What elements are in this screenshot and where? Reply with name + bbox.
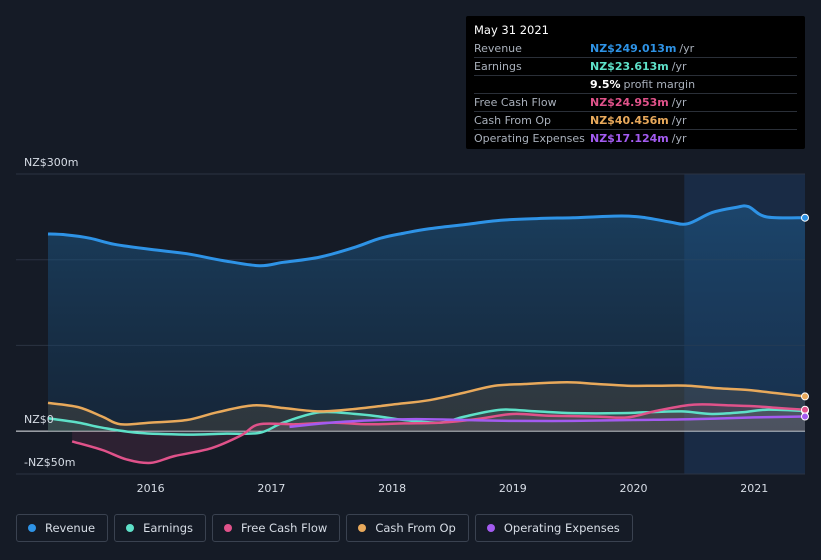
series-lines xyxy=(47,204,806,465)
x-tick-label: 2017 xyxy=(257,482,285,495)
legend-dot-icon xyxy=(358,524,367,532)
cash-from-op-area xyxy=(48,382,805,432)
tooltip-row-unit: /yr xyxy=(671,96,687,109)
tooltip-row-unit: /yr xyxy=(679,42,695,55)
revenue-endpoint xyxy=(801,213,809,222)
legend-dot-icon xyxy=(224,524,232,532)
free-cash-flow-endpoint xyxy=(801,405,809,414)
cash-from-op-endpoint xyxy=(801,392,809,401)
series-fills xyxy=(48,205,806,463)
x-tick-label: 2020 xyxy=(620,482,648,495)
earnings-area xyxy=(48,409,805,435)
legend-label: Operating Expenses xyxy=(503,521,620,535)
y-label-bottom: -NZ$50m xyxy=(24,456,75,469)
legend-dot-icon xyxy=(28,524,36,532)
x-tick-label: 2016 xyxy=(137,482,165,495)
tooltip: May 31 2021 Revenue NZ$249.013m/yr Earning… xyxy=(466,16,805,149)
x-axis-ticks: 2016 2017 2018 2019 2020 2021 xyxy=(137,482,769,495)
tooltip-row-value: NZ$17.124m xyxy=(590,132,669,145)
tooltip-row: Revenue NZ$249.013m/yr xyxy=(474,40,797,57)
tooltip-row-value: 9.5% xyxy=(590,78,621,91)
tooltip-row-unit: /yr xyxy=(671,114,687,127)
cash-from-op-line xyxy=(47,381,806,426)
earnings-line xyxy=(47,408,806,436)
tooltip-row-value: NZ$24.953m xyxy=(590,96,669,109)
legend: Revenue Earnings Free Cash Flow Cash From O… xyxy=(16,514,633,542)
tooltip-row-label: Earnings xyxy=(474,60,522,73)
tooltip-rows: Revenue NZ$249.013m/yr Earnings NZ$23.613m /… xyxy=(474,40,797,147)
tooltip-date: May 31 2021 xyxy=(474,23,549,37)
legend-label: Free Cash Flow xyxy=(241,521,328,535)
legend-label: Cash From Op xyxy=(375,521,456,535)
operating-expenses-endpoint xyxy=(801,412,809,421)
tooltip-row-unit: profit margin xyxy=(623,78,696,91)
x-tick-label: 2018 xyxy=(378,482,406,495)
legend-item-operating-expenses[interactable]: Operating Expenses xyxy=(474,514,633,542)
y-label-top: NZ$300m xyxy=(24,156,78,169)
tooltip-row-value: NZ$23.613m xyxy=(590,60,669,73)
tooltip-row-unit: /yr xyxy=(671,132,687,145)
tooltip-row: 9.5% profit margin xyxy=(474,75,797,93)
legend-item-earnings[interactable]: Earnings xyxy=(114,514,206,542)
x-tick-label: 2021 xyxy=(740,482,768,495)
tooltip-row: Cash From Op NZ$40.456m/yr xyxy=(474,111,797,129)
tooltip-row-label: Free Cash Flow xyxy=(474,96,557,109)
legend-item-cash-from-op[interactable]: Cash From Op xyxy=(346,514,469,542)
x-tick-label: 2019 xyxy=(499,482,527,495)
legend-dot-icon xyxy=(126,524,135,532)
revenue-area xyxy=(48,205,805,432)
tooltip-row-value: NZ$249.013m xyxy=(590,42,677,55)
tooltip-row: Earnings NZ$23.613m/yr xyxy=(474,57,797,75)
legend-item-revenue[interactable]: Revenue xyxy=(16,514,109,542)
tooltip-row-label: Operating Expenses xyxy=(474,132,585,145)
tooltip-row: Operating Expenses NZ$17.124m/yr xyxy=(474,129,797,147)
series-endpoints xyxy=(801,213,809,421)
legend-item-free-cash-flow[interactable]: Free Cash Flow xyxy=(212,514,341,542)
legend-label: Earnings xyxy=(143,521,193,535)
tooltip-row-value: NZ$40.456m xyxy=(590,114,669,127)
y-label-zero: NZ$0 xyxy=(24,413,54,426)
free-cash-flow-line xyxy=(71,403,806,465)
tooltip-row-label: Revenue xyxy=(474,42,522,55)
tooltip-row-label: Cash From Op xyxy=(474,114,552,127)
tooltip-row-unit: /yr xyxy=(671,60,687,73)
legend-label: Revenue xyxy=(45,521,96,535)
operating-expenses-line xyxy=(289,415,806,429)
legend-dot-icon xyxy=(486,524,495,532)
tooltip-row: Free Cash Flow NZ$24.953m/yr xyxy=(474,93,797,111)
revenue-line xyxy=(47,204,806,268)
